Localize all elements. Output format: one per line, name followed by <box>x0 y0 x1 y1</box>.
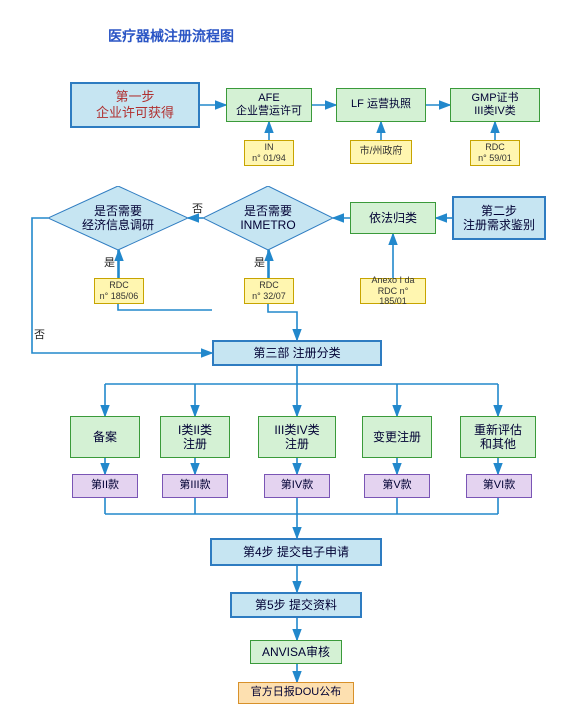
node-note185: RDC n° 185/06 <box>94 278 144 304</box>
node-note_in: IN n° 01/94 <box>244 140 294 166</box>
edge-label: 是 <box>104 254 115 270</box>
node-step1: 第一步 企业许可获得 <box>70 82 200 128</box>
node-sec3: 第III款 <box>162 474 228 498</box>
node-step5: 第5步 提交资料 <box>230 592 362 618</box>
node-note32: RDC n° 32/07 <box>244 278 294 304</box>
node-lf: LF 运营执照 <box>336 88 426 122</box>
node-noteAnx: Anexo I da RDC n° 185/01 <box>360 278 426 304</box>
node-sec2: 第II款 <box>72 474 138 498</box>
node-cat2: I类II类 注册 <box>160 416 230 458</box>
node-note_rdc59: RDC n° 59/01 <box>470 140 520 166</box>
flowchart-title: 医疗器械注册流程图 <box>108 26 234 46</box>
node-cat1: 备案 <box>70 416 140 458</box>
node-sec5: 第V款 <box>364 474 430 498</box>
edge-label: 否 <box>192 200 203 216</box>
node-afe: AFE 企业营运许可 <box>226 88 312 122</box>
node-note_gov: 市/州政府 <box>350 140 412 164</box>
edge-label: 是 <box>254 254 265 270</box>
node-gmp: GMP证书 III类IV类 <box>450 88 540 122</box>
node-dou: 官方日报DOU公布 <box>238 682 354 704</box>
node-classify: 依法归类 <box>350 202 436 234</box>
node-cat4: 变更注册 <box>362 416 432 458</box>
node-step3: 第三部 注册分类 <box>212 340 382 366</box>
node-d_inm: 是否需要 INMETRO <box>203 186 333 250</box>
node-cat5: 重新评估 和其他 <box>460 416 536 458</box>
flowchart-canvas: 医疗器械注册流程图 第一步 企业许可获得 AFE 企业营运许可 LF 运营执照 GMP… <box>0 0 579 710</box>
node-step4: 第4步 提交电子申请 <box>210 538 382 566</box>
node-sec6: 第VI款 <box>466 474 532 498</box>
node-step2: 第二步 注册需求鉴别 <box>452 196 546 240</box>
node-d_econ: 是否需要 经济信息调研 <box>48 186 188 250</box>
edge-label: 否 <box>34 326 45 342</box>
node-cat3: III类IV类 注册 <box>258 416 336 458</box>
node-sec4: 第IV款 <box>264 474 330 498</box>
node-anvisa: ANVISA审核 <box>250 640 342 664</box>
